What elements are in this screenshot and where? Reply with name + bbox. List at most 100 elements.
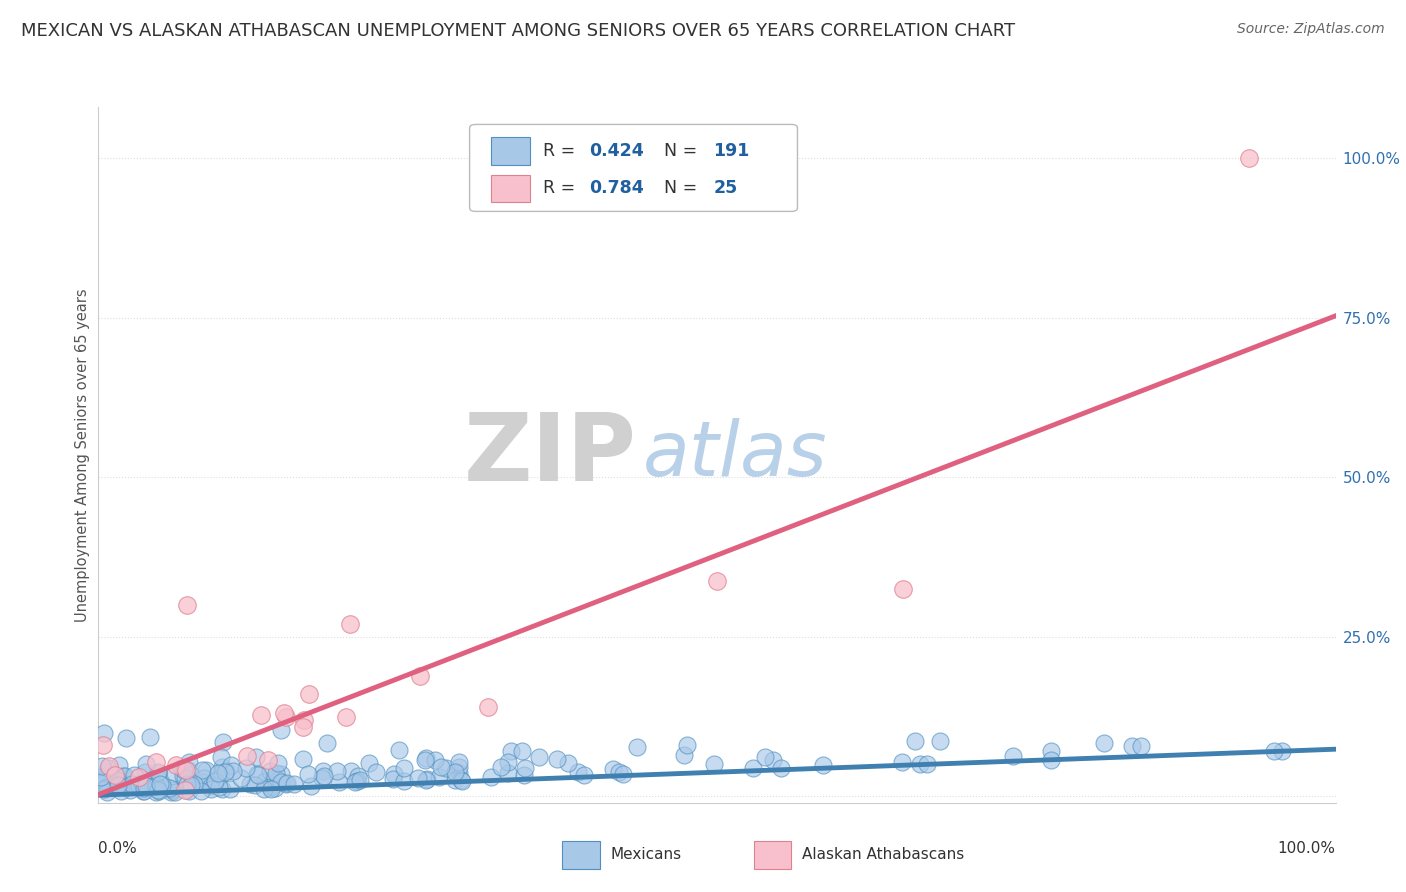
Point: [107, 778, 129, 792]
Point: [413, 753, 436, 767]
Point: [339, 617, 361, 632]
Point: [165, 757, 187, 772]
Point: [207, 766, 229, 780]
Text: atlas: atlas: [643, 418, 827, 491]
Point: [172, 769, 194, 783]
Point: [409, 669, 432, 683]
Point: [90, 772, 112, 786]
Point: [148, 784, 170, 798]
Point: [741, 761, 763, 775]
Point: [191, 775, 214, 789]
Point: [915, 757, 938, 772]
Point: [176, 776, 198, 790]
Point: [180, 778, 202, 792]
Point: [299, 779, 322, 793]
Point: [298, 687, 321, 701]
Point: [270, 766, 292, 780]
Point: [602, 763, 624, 777]
Point: [366, 764, 388, 779]
Point: [107, 758, 129, 772]
Point: [423, 753, 446, 767]
Point: [297, 766, 319, 780]
Point: [415, 773, 437, 788]
Point: [160, 785, 183, 799]
Point: [908, 757, 931, 772]
Point: [496, 766, 519, 780]
Point: [93, 773, 115, 788]
Point: [450, 772, 472, 787]
Point: [131, 775, 153, 789]
Point: [567, 764, 589, 779]
Point: [148, 771, 170, 785]
Point: [415, 751, 437, 765]
Point: [572, 768, 595, 782]
Point: [359, 756, 381, 770]
Point: [444, 764, 467, 779]
Point: [675, 738, 697, 752]
Point: [202, 778, 225, 792]
Point: [177, 763, 200, 777]
Point: [191, 764, 214, 778]
Point: [672, 747, 695, 762]
Point: [392, 761, 415, 775]
Point: [266, 766, 288, 780]
Point: [450, 773, 472, 788]
Point: [1271, 744, 1294, 758]
Point: [1092, 736, 1115, 750]
Point: [134, 784, 156, 798]
Point: [120, 783, 142, 797]
Point: [904, 733, 927, 747]
Point: [90, 770, 112, 784]
Point: [769, 761, 792, 775]
Point: [270, 775, 292, 789]
Text: 0.784: 0.784: [589, 179, 644, 197]
Point: [891, 582, 914, 596]
Point: [209, 765, 232, 780]
Point: [214, 764, 236, 778]
Point: [264, 771, 287, 785]
Point: [447, 760, 470, 774]
Point: [1129, 739, 1152, 754]
Point: [236, 749, 259, 764]
Point: [626, 739, 648, 754]
Point: [264, 781, 287, 796]
Text: 0.0%: 0.0%: [98, 841, 138, 856]
Point: [344, 775, 367, 789]
Point: [328, 774, 350, 789]
FancyBboxPatch shape: [562, 841, 599, 869]
Point: [928, 733, 950, 747]
Text: Source: ZipAtlas.com: Source: ZipAtlas.com: [1237, 22, 1385, 37]
Text: 25: 25: [713, 179, 738, 197]
Point: [612, 767, 634, 781]
Point: [512, 744, 534, 758]
Point: [529, 750, 551, 764]
Point: [170, 761, 193, 775]
Point: [222, 764, 245, 779]
Point: [292, 752, 315, 766]
Point: [340, 764, 363, 779]
Point: [135, 757, 157, 772]
Point: [246, 767, 269, 781]
Point: [513, 768, 536, 782]
Point: [292, 713, 315, 727]
Point: [114, 780, 136, 794]
Point: [163, 785, 186, 799]
Point: [183, 777, 205, 791]
Point: [270, 723, 292, 737]
Point: [388, 743, 411, 757]
Point: [546, 751, 568, 765]
Point: [159, 781, 181, 796]
Point: [443, 773, 465, 788]
Point: [246, 768, 269, 782]
Point: [131, 781, 153, 796]
Point: [148, 765, 170, 780]
Point: [291, 720, 314, 734]
Point: [93, 781, 115, 796]
Point: [1039, 753, 1062, 767]
Point: [283, 776, 305, 790]
Point: [128, 770, 150, 784]
Point: [96, 785, 118, 799]
Point: [135, 779, 157, 793]
Point: [891, 755, 914, 769]
Point: [163, 766, 186, 780]
